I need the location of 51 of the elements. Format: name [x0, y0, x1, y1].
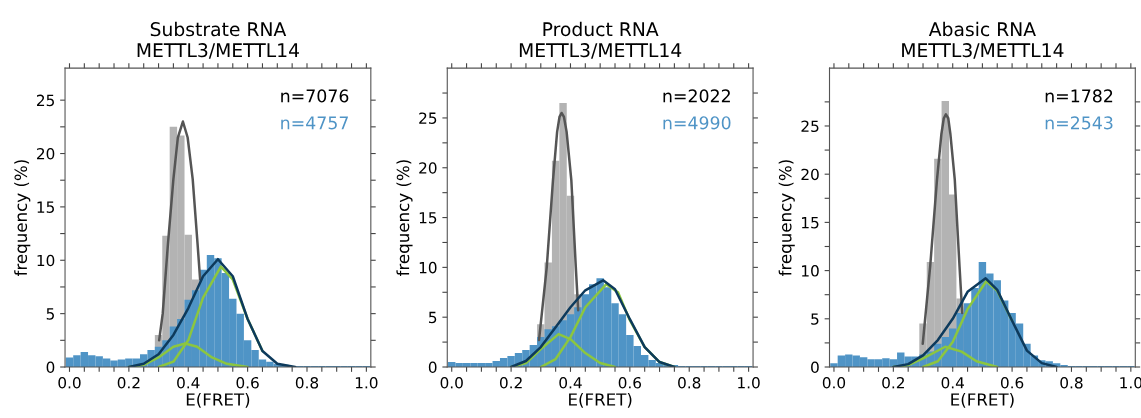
- x-tick-label: 0.2: [117, 377, 140, 389]
- annotation: n=2543: [1045, 116, 1113, 130]
- y-axis-title: frequency (%): [14, 160, 31, 277]
- x-tick-label: 1.0: [355, 377, 378, 389]
- annotation: n=2022: [663, 89, 730, 103]
- x-tick-label: 0.8: [678, 377, 701, 389]
- y-tick-label: 5: [811, 313, 819, 325]
- annotation: n=7076: [281, 89, 349, 103]
- x-tick-label: 0.2: [499, 377, 522, 389]
- y-tick-label: 20: [419, 162, 437, 174]
- x-tick-label: 0.8: [295, 377, 319, 389]
- y-tick-label: 5: [429, 311, 437, 324]
- x-tick-label: 0.0: [440, 377, 463, 389]
- y-axis-title: frequency (%): [396, 160, 413, 277]
- annotation: n=4990: [663, 116, 731, 130]
- x-tick-label: 1.0: [738, 377, 760, 389]
- y-tick-label: 10: [419, 261, 437, 274]
- x-tick-label: 0.2: [882, 377, 904, 389]
- y-tick-label: 15: [802, 217, 819, 229]
- x-tick-label: 0.8: [1060, 377, 1083, 389]
- y-tick-label: 25: [801, 120, 819, 132]
- y-tick-label: 0: [428, 361, 437, 374]
- y-tick-label: 10: [37, 254, 55, 267]
- x-tick-label: 0.0: [822, 377, 846, 389]
- x-tick-label: 0.4: [941, 377, 964, 389]
- y-tick-label: 20: [36, 147, 55, 160]
- y-tick-label: 20: [801, 168, 819, 181]
- x-tick-label: 0.6: [236, 377, 259, 389]
- x-tick-label: 0.6: [1000, 377, 1024, 389]
- y-tick-label: 0: [46, 361, 55, 374]
- y-tick-label: 25: [36, 94, 54, 107]
- x-tick-label: 0.6: [618, 377, 642, 389]
- y-tick-label: 0: [811, 361, 819, 374]
- y-tick-label: 15: [37, 201, 54, 213]
- y-tick-label: 10: [802, 265, 819, 277]
- x-tick-label: 1.0: [1120, 377, 1141, 389]
- annotation: n=4757: [281, 116, 348, 130]
- annotation: n=1782: [1045, 89, 1113, 103]
- y-tick-label: 5: [46, 308, 54, 320]
- chart-title: Substrate RNA METTL3/METTL14: [137, 21, 299, 59]
- chart-title: Product RNA METTL3/METTL14: [519, 21, 682, 59]
- x-tick-label: 0.0: [58, 377, 81, 389]
- y-tick-label: 15: [419, 212, 437, 224]
- x-axis-title: E(FRET): [951, 392, 1014, 408]
- chart-title: Abasic RNA METTL3/METTL14: [902, 21, 1064, 59]
- x-tick-label: 0.4: [177, 377, 200, 389]
- y-tick-label: 25: [419, 112, 437, 124]
- x-tick-label: 0.4: [559, 377, 582, 389]
- y-axis-title: frequency (%): [778, 160, 795, 277]
- x-axis-title: E(FRET): [569, 392, 632, 408]
- x-axis-title: E(FRET): [186, 392, 250, 408]
